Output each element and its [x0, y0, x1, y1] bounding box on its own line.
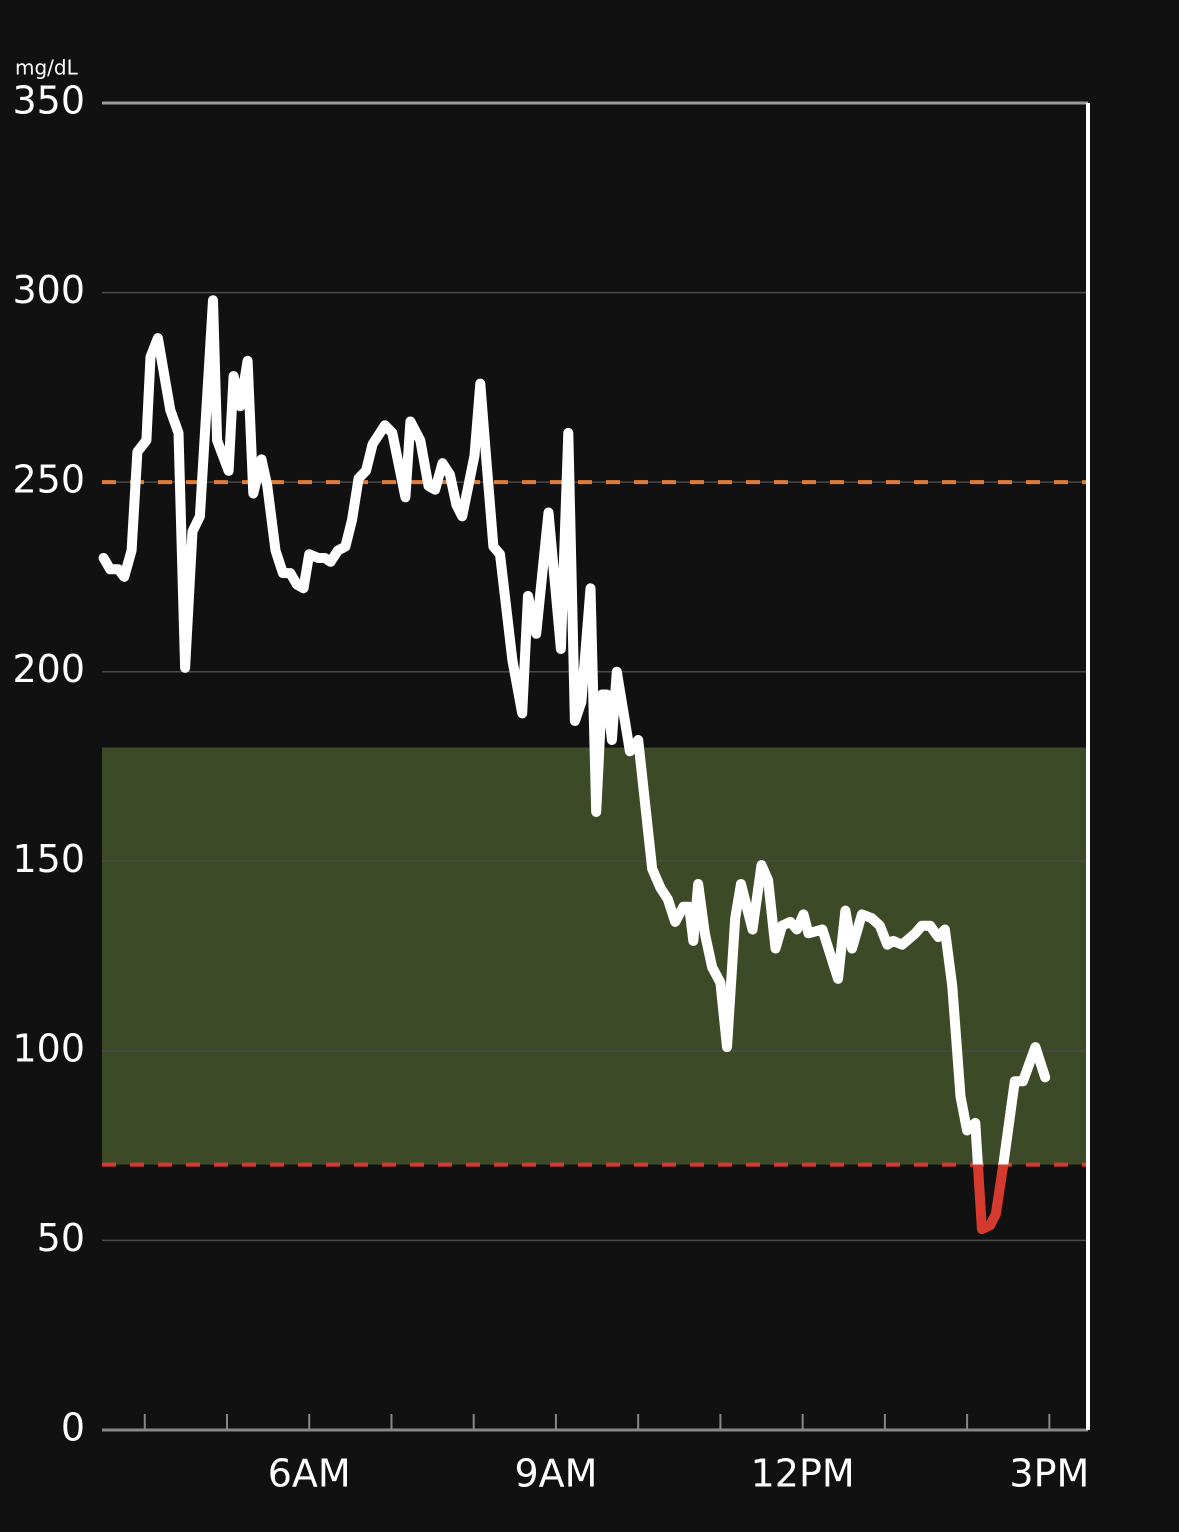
x-tick-label: 6AM — [268, 1452, 351, 1496]
y-tick-label: 0 — [61, 1406, 85, 1450]
y-tick-label: 350 — [12, 79, 85, 123]
y-tick-label: 100 — [12, 1026, 85, 1070]
y-unit: mg/dL — [15, 56, 79, 80]
glucose-line — [98, 295, 1051, 1235]
y-tick-label: 50 — [37, 1216, 85, 1260]
x-tick-label: 12PM — [751, 1452, 855, 1496]
y-tick-label: 300 — [12, 268, 85, 312]
y-tick-label: 250 — [12, 458, 85, 502]
x-tick-label: 3PM — [1009, 1452, 1089, 1496]
x-tick-label: 9AM — [514, 1452, 597, 1496]
y-tick-label: 200 — [12, 647, 85, 691]
y-tick-label: 150 — [12, 837, 85, 881]
target-range — [102, 747, 1088, 1165]
